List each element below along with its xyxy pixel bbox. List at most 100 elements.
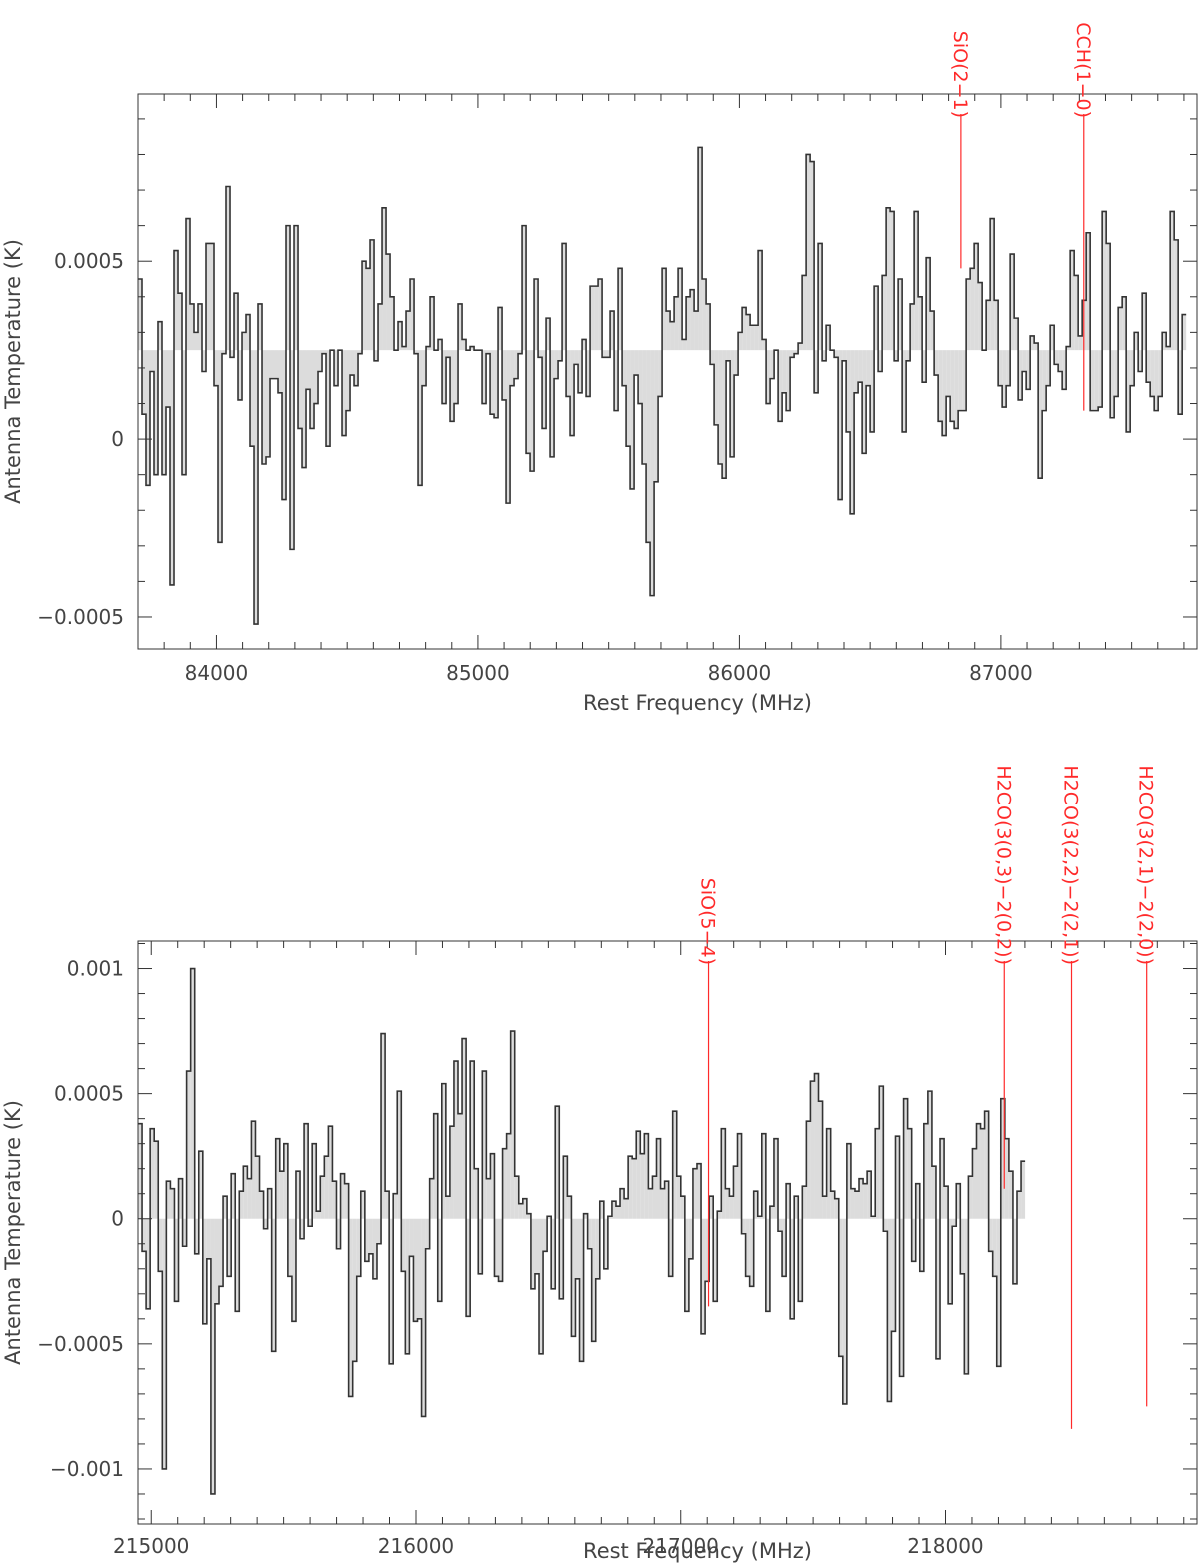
spectrum-fill: [630, 350, 635, 489]
spectrum-fill: [401, 1218, 406, 1272]
spectrum-fill: [150, 1128, 155, 1219]
spectrum-fill: [530, 1218, 535, 1289]
spectrum-fill: [186, 1071, 191, 1219]
x-tick-label: 87000: [969, 661, 1033, 685]
spectrum-fill: [270, 350, 275, 379]
spectrum-fill: [950, 350, 955, 422]
spectrum-fill: [903, 1098, 908, 1219]
spectrum-fill: [352, 1218, 357, 1362]
spectrum-fill: [486, 1178, 491, 1219]
spectrum-fill: [632, 1158, 637, 1219]
spectrum-fill: [567, 1196, 572, 1219]
spectrum-fill: [910, 303, 915, 351]
spectrum-fill: [911, 1218, 916, 1262]
spectrum-fill: [702, 279, 707, 351]
spectrum-fill: [579, 1218, 584, 1362]
spectrum-fill: [652, 1176, 657, 1219]
spectrum-fill: [698, 147, 703, 351]
spectrum-fill: [1058, 350, 1063, 372]
spectrum-fill: [642, 350, 647, 464]
spectrum-line: [138, 146, 1187, 625]
spectrum-fill: [398, 321, 403, 351]
spectrum-fill: [174, 250, 179, 351]
spectrum-fill: [430, 296, 435, 351]
spectrum-fill: [830, 1191, 835, 1219]
spectrum-fill: [1018, 350, 1023, 400]
spectrum-fill: [226, 186, 231, 351]
spectrum-fill: [498, 307, 503, 351]
spectrum-fill: [749, 1218, 754, 1287]
spectrum-fill: [154, 350, 159, 475]
spectrum-fill: [834, 350, 839, 358]
spectrum-fill: [1046, 350, 1051, 386]
spectrum-fill: [680, 1196, 685, 1219]
spectrum-fill: [1174, 239, 1179, 351]
spectrum-fill: [656, 1138, 661, 1219]
spectrum-fill: [750, 325, 755, 351]
x-tick-label: 216000: [378, 1534, 454, 1558]
spectrum-fill: [291, 1218, 296, 1322]
spectrum-fill: [762, 339, 767, 351]
spectrum-fill: [190, 303, 195, 351]
spectrum-fill: [770, 350, 775, 379]
spectrum-fill: [502, 350, 507, 400]
spectrum-fill: [814, 1073, 819, 1219]
spectrum-fill: [166, 1181, 171, 1219]
spectrum-fill: [1130, 350, 1135, 386]
spectrum-fill: [251, 1121, 256, 1219]
spectrum-fill: [178, 293, 183, 351]
spectrum-fill: [863, 1183, 868, 1219]
spectrum-fill: [362, 261, 367, 351]
spectrum-fill: [486, 350, 491, 354]
spectrum-fill: [944, 1186, 949, 1219]
spectrum-fill: [334, 350, 339, 386]
spectrum-fill: [782, 350, 787, 393]
spectrum-fill: [522, 1198, 527, 1219]
spectrum-fill: [142, 350, 147, 415]
spectrum-fill: [866, 350, 871, 386]
spectrum-fill: [538, 350, 543, 358]
spectrum-fill: [786, 350, 791, 411]
spectrum-fill: [902, 350, 907, 432]
spectrum-fill: [970, 268, 975, 351]
spectrum-fill: [449, 1126, 454, 1219]
spectrum-fill: [429, 1178, 434, 1219]
spectrum-fill: [746, 314, 751, 351]
x-axis-title: Rest Frequency (MHz): [583, 691, 812, 715]
spectrum-fill: [1126, 350, 1131, 432]
spectrum-fill: [386, 254, 391, 351]
spectrum-fill: [899, 1218, 904, 1377]
spectrum-fill: [717, 1211, 722, 1219]
spectrum-fill: [526, 350, 531, 454]
spectrum-fill: [654, 350, 659, 482]
spectrum-fill: [594, 286, 599, 351]
spectrum-fill: [640, 1153, 645, 1219]
spectrum-fill: [591, 1218, 596, 1342]
spectrum-fill: [867, 1171, 872, 1219]
spectrum-fill: [162, 1218, 167, 1469]
spectrum-fill: [1070, 250, 1075, 351]
spectrum-fill: [986, 300, 991, 351]
spectrum-fill: [1062, 350, 1067, 390]
spectrum-fill: [235, 1218, 240, 1312]
spectrum-fill: [442, 350, 447, 404]
spectrum-fill: [650, 350, 655, 596]
spectrum-fill: [382, 207, 387, 351]
y-tick-label: −0.0005: [37, 1332, 124, 1356]
spectrum-fill: [882, 275, 887, 351]
spectrum-fill: [390, 296, 395, 351]
spectrum-fill: [441, 1083, 446, 1219]
spectrum-fill: [709, 1196, 714, 1219]
spectrum-fill: [766, 350, 771, 404]
spectrum-fill: [259, 1191, 264, 1219]
line-marker-label: H2CO(3(2,2)−2(2,1)): [1060, 765, 1082, 965]
spectrum-fill: [494, 350, 499, 418]
spectrum-fill: [502, 1148, 507, 1219]
spectrum-fill: [822, 350, 827, 361]
spectrum-fill: [312, 1143, 317, 1219]
spectrum-fill: [582, 339, 587, 351]
spectrum-fill: [1110, 350, 1115, 418]
spectrum-fill: [846, 350, 851, 432]
spectrum-fill: [590, 286, 595, 351]
spectrum-fill: [578, 350, 583, 393]
